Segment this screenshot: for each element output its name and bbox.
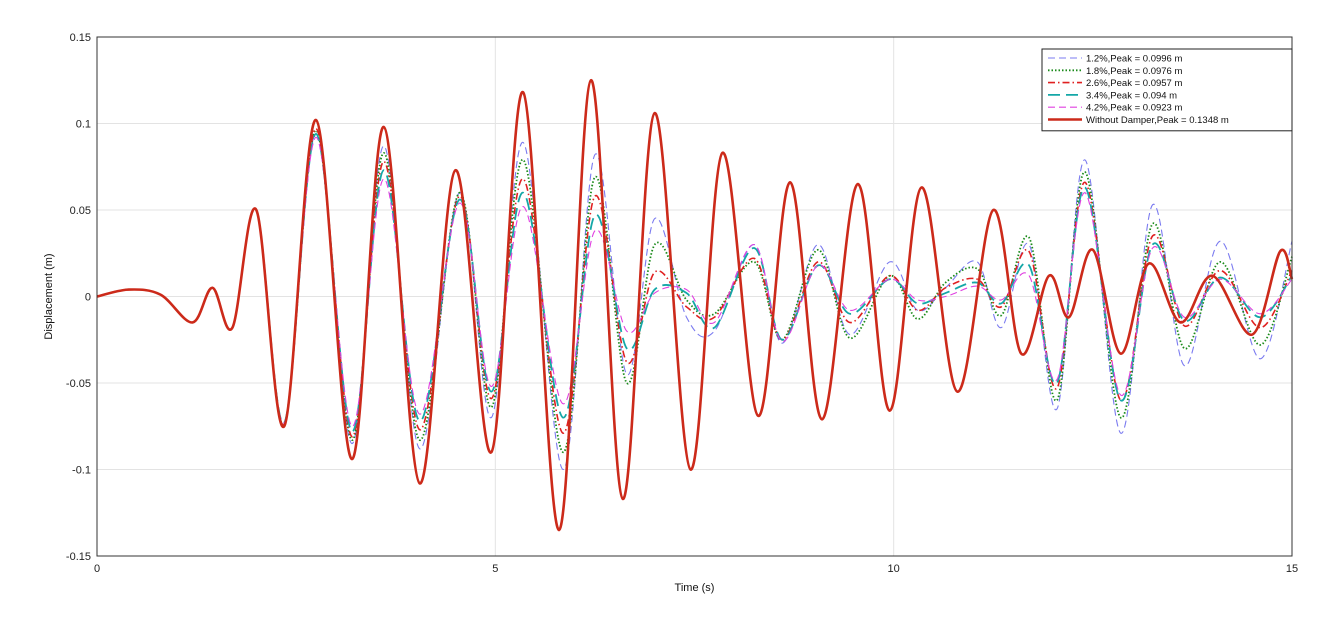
legend-box	[1041, 48, 1293, 132]
x-tick-label: 0	[94, 563, 100, 575]
x-tick-label: 15	[1286, 563, 1298, 575]
legend-label-6: Without Damper,Peak = 0.1348 m	[1086, 115, 1229, 126]
tick-labels: 0 5 10 15 -0.15 -0.1 -0.05 0 0.05 0.1 0.15	[66, 32, 1298, 575]
y-tick-label: 0	[85, 292, 91, 304]
series-line-6	[96, 78, 1294, 532]
legend-label-5: 4.2%,Peak = 0.0923 m	[1086, 103, 1182, 114]
y-tick-label: 0.1	[76, 119, 91, 131]
y-tick-label: -0.1	[72, 465, 91, 477]
x-axis-label: Time (s)	[675, 582, 715, 594]
y-tick-label: -0.05	[66, 378, 91, 390]
series-layer	[96, 78, 1294, 532]
plot-frame	[96, 36, 1293, 557]
legend-label-3: 2.6%,Peak = 0.0957 m	[1086, 78, 1182, 89]
legend-label-4: 3.4%,Peak = 0.094 m	[1086, 90, 1177, 101]
series-line-1	[96, 133, 1293, 471]
legend-label-1: 1.2%,Peak = 0.0996 m	[1086, 54, 1182, 65]
y-tick-label: -0.15	[66, 551, 91, 563]
legend: 1.2%,Peak = 0.0996 m1.8%,Peak = 0.0976 m…	[1041, 48, 1293, 132]
y-tick-label: 0.15	[70, 32, 91, 44]
y-axis-label: Displacement (m)	[43, 253, 55, 339]
legend-label-2: 1.8%,Peak = 0.0976 m	[1086, 66, 1182, 77]
x-tick-label: 5	[492, 563, 498, 575]
y-tick-label: 0.05	[70, 205, 91, 217]
x-tick-label: 10	[888, 563, 900, 575]
